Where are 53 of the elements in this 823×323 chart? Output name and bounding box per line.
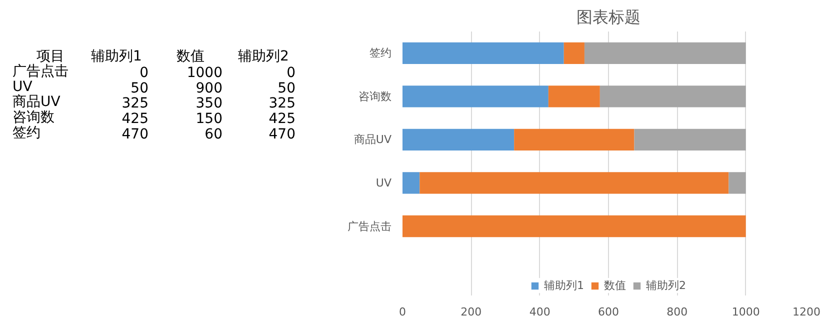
text: 广告点击: [12, 64, 68, 80]
text: 60: [204, 126, 223, 142]
text: 辅助列2: [238, 48, 289, 64]
text: 470: [268, 126, 296, 142]
text: 签约: [12, 124, 40, 141]
bar: [402, 215, 746, 238]
text: 900: [196, 80, 223, 96]
text: 425: [268, 111, 296, 128]
x-tick-label: 400: [529, 306, 550, 318]
text: 325: [122, 96, 149, 112]
text: 1000: [186, 65, 223, 82]
text: UV: [12, 78, 33, 95]
bar: [420, 172, 729, 194]
bar: [402, 172, 420, 194]
x-tick-label: 1200: [792, 306, 821, 318]
text: 150: [196, 111, 223, 128]
text: 50: [130, 80, 149, 96]
text: 0: [286, 65, 296, 82]
y-tick-label: UV: [376, 176, 392, 190]
x-tick-label: 200: [460, 306, 482, 318]
y-tick-label: 商品UV: [354, 133, 392, 146]
y-tick-label: 签约: [370, 46, 392, 60]
bar: [402, 128, 514, 151]
chart-title: 图表标题: [576, 8, 640, 26]
bar: [564, 42, 584, 64]
bar: [402, 42, 564, 64]
legend-label: 辅助列1: [544, 278, 584, 293]
x-tick-label: 600: [598, 306, 619, 318]
text: 项目: [36, 48, 64, 64]
text: 咨询数: [12, 110, 54, 126]
text: 325: [268, 96, 296, 112]
text: 辅助列1: [91, 48, 142, 64]
text: 50: [278, 80, 296, 96]
bar: [600, 86, 746, 108]
text: 0: [140, 65, 149, 82]
text: 425: [122, 111, 149, 128]
x-tick-label: 1000: [732, 306, 760, 318]
text: 470: [122, 126, 149, 142]
x-tick-label: 0: [399, 306, 406, 318]
text: 数值: [176, 48, 204, 64]
bar: [402, 86, 548, 108]
text: 350: [196, 96, 223, 112]
x-tick-label: 800: [666, 306, 688, 318]
y-tick-label: 咨询数: [358, 90, 392, 103]
legend-label: 辅助列2: [646, 278, 686, 293]
bar: [728, 172, 746, 194]
bar: [548, 86, 600, 108]
bar: [634, 128, 746, 151]
bar: [584, 42, 746, 64]
y-tick-label: 广告点击: [348, 220, 392, 233]
legend-label: 数值: [604, 278, 626, 293]
bar: [514, 128, 634, 151]
text: 商品UV: [12, 94, 61, 110]
